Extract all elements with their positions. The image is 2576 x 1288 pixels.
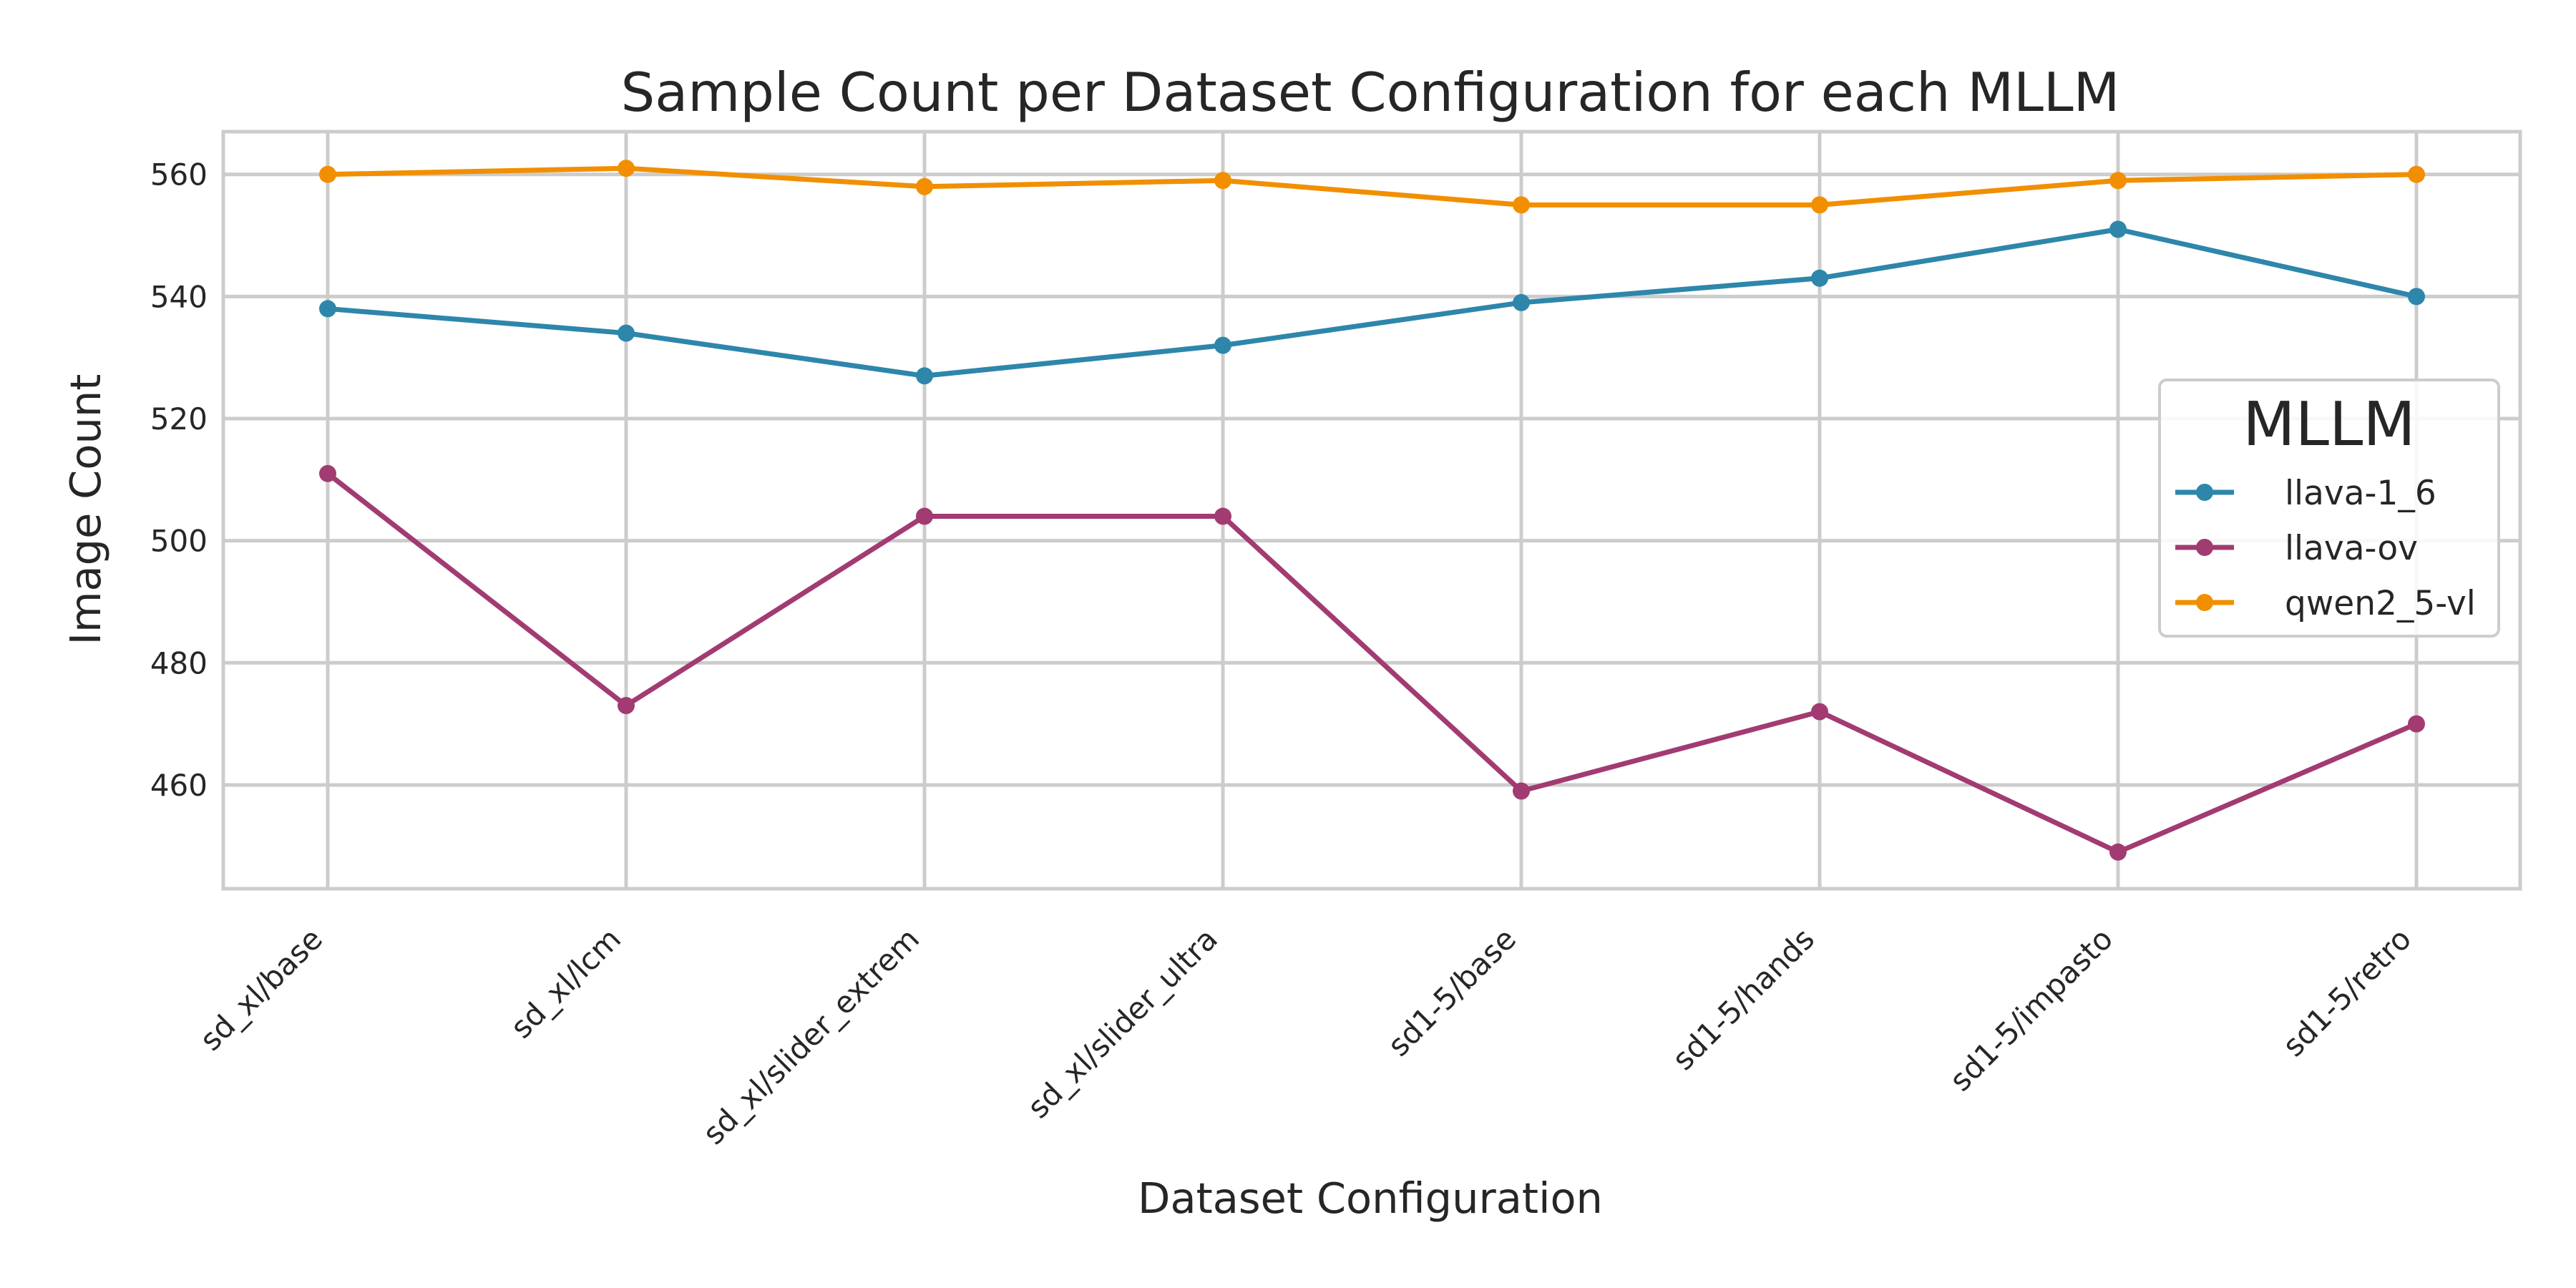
- data-point: [2109, 843, 2127, 861]
- data-point: [2408, 165, 2425, 183]
- series-line: [325, 471, 2419, 855]
- data-point: [1214, 507, 1231, 525]
- x-tick-label: sd_xl/base: [193, 921, 329, 1057]
- data-point: [916, 507, 933, 525]
- y-tick-label: 540: [150, 279, 208, 314]
- y-tick-label: 460: [150, 768, 208, 803]
- series-line: [325, 227, 2419, 379]
- data-point: [916, 367, 933, 385]
- x-tick-labels: sd_xl/base sd_xl/lcm sd_xl/slider_extrem sd…: [193, 921, 2418, 1151]
- x-tick-label: sd1-5/hands: [1665, 921, 1821, 1077]
- data-point: [1214, 172, 1231, 190]
- data-point: [2109, 172, 2127, 190]
- data-point: [1513, 782, 1530, 800]
- data-point: [1811, 269, 1828, 287]
- y-tick-label: 520: [150, 401, 208, 436]
- data-point: [2408, 715, 2425, 733]
- data-point: [618, 697, 635, 715]
- data-point: [618, 324, 635, 342]
- data-point: [1214, 336, 1231, 354]
- data-point: [1513, 196, 1530, 214]
- legend-marker: [2196, 594, 2213, 611]
- y-axis-label: Image Count: [61, 374, 110, 645]
- x-tick-label: sd1-5/base: [1381, 921, 1523, 1063]
- plot-frame: [221, 130, 2522, 891]
- legend-item: llava-ov: [2175, 529, 2418, 568]
- x-axis-label: Dataset Configuration: [1138, 1174, 1603, 1223]
- x-tick-label: sd1-5/retro: [2275, 921, 2418, 1063]
- data-point: [618, 160, 635, 177]
- data-point: [1811, 196, 1828, 214]
- series: [319, 160, 2425, 861]
- series-qwen2_5-vl: [319, 160, 2425, 214]
- x-tick-label: sd1-5/impasto: [1943, 921, 2119, 1098]
- data-point: [2408, 288, 2425, 306]
- data-point: [319, 300, 336, 318]
- y-tick-label: 560: [150, 157, 208, 192]
- data-point: [1513, 293, 1530, 311]
- chart-title: Sample Count per Dataset Configuration f…: [621, 61, 2120, 124]
- legend-item: qwen2_5-vl: [2175, 584, 2476, 623]
- data-point: [319, 464, 336, 482]
- legend-label: llava-ov: [2285, 529, 2418, 568]
- legend: MLLM llava-1_6 llava-ov qwen2_5-vl: [2158, 379, 2500, 638]
- series-llava-1_6: [319, 220, 2425, 385]
- y-tick-label: 500: [150, 524, 208, 559]
- data-point: [916, 177, 933, 195]
- legend-marker: [2196, 539, 2213, 556]
- legend-label: qwen2_5-vl: [2285, 584, 2476, 623]
- data-point: [319, 165, 336, 183]
- legend-item: llava-1_6: [2175, 474, 2436, 513]
- y-tick-label: 480: [150, 645, 208, 680]
- legend-marker: [2196, 484, 2213, 501]
- series-llava-ov: [319, 464, 2425, 861]
- series-line: [325, 165, 2419, 208]
- y-tick-labels: 460 480 500 520 540 560: [150, 157, 208, 803]
- legend-label: llava-1_6: [2285, 474, 2436, 513]
- data-point: [1811, 703, 1828, 721]
- x-tick-label: sd_xl/slider_ultra: [1020, 921, 1224, 1125]
- x-tick-label: sd_xl/slider_extrem: [696, 921, 927, 1151]
- legend-box: [2158, 379, 2500, 638]
- x-tick-label: sd_xl/lcm: [504, 921, 628, 1045]
- legend-title: MLLM: [2243, 389, 2415, 460]
- data-point: [2109, 220, 2127, 238]
